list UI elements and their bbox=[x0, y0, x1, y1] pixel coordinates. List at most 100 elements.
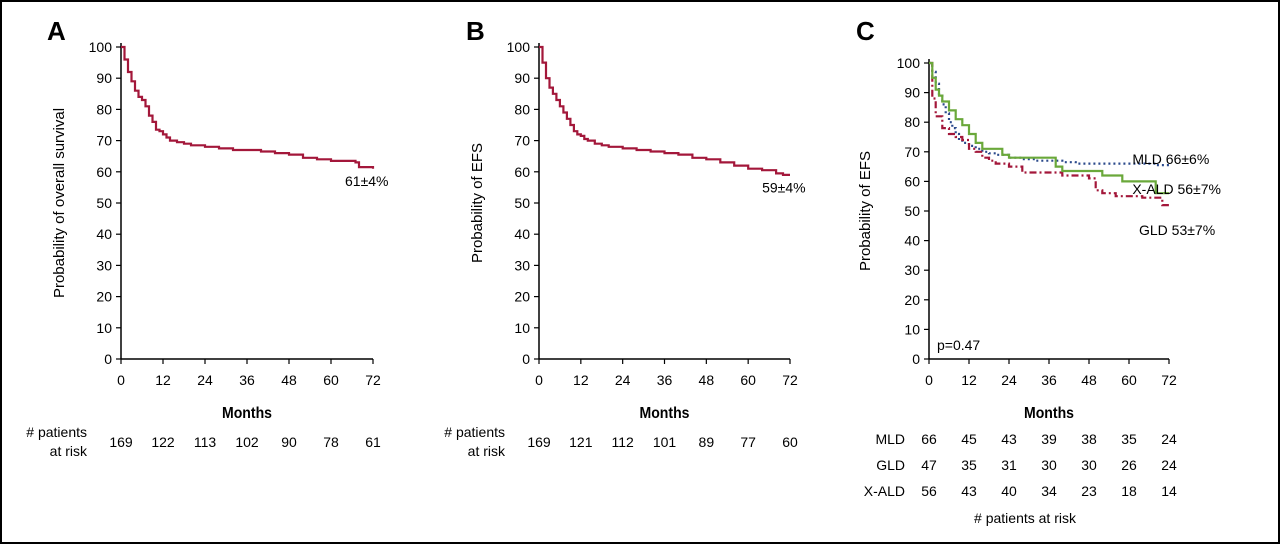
y-tick-label: 30 bbox=[904, 262, 920, 278]
series-line-mld bbox=[929, 61, 1169, 167]
x-tick-label: 0 bbox=[925, 372, 933, 388]
y-axis-label: Probability of EFS bbox=[857, 151, 874, 271]
risk-count: 26 bbox=[1121, 457, 1137, 473]
y-tick-label: 90 bbox=[514, 70, 530, 86]
x-tick-label: 72 bbox=[782, 372, 798, 388]
risk-count: 113 bbox=[194, 434, 217, 450]
risk-count: 47 bbox=[921, 457, 937, 473]
x-axis-label: Months bbox=[640, 405, 690, 422]
x-tick-label: 72 bbox=[1161, 372, 1177, 388]
x-tick-label: 36 bbox=[239, 372, 255, 388]
y-tick-label: 80 bbox=[96, 101, 112, 117]
y-tick-label: 30 bbox=[96, 257, 112, 273]
risk-count: 77 bbox=[740, 434, 756, 450]
y-tick-label: 10 bbox=[514, 320, 530, 336]
x-tick-label: 60 bbox=[740, 372, 756, 388]
y-tick-label: 40 bbox=[514, 226, 530, 242]
y-tick-label: 0 bbox=[522, 351, 530, 367]
y-tick-label: 10 bbox=[904, 321, 920, 337]
risk-count: 169 bbox=[527, 434, 551, 450]
risk-row-label: X-ALD bbox=[864, 483, 905, 499]
risk-table-label: at risk bbox=[50, 443, 88, 459]
risk-table-label: # patients bbox=[26, 424, 87, 440]
y-tick-label: 70 bbox=[514, 133, 530, 149]
risk-table-footer: # patients at risk bbox=[974, 510, 1077, 526]
x-tick-label: 24 bbox=[1001, 372, 1017, 388]
risk-count: 40 bbox=[1001, 483, 1017, 499]
panel-label: A bbox=[47, 16, 66, 46]
y-tick-label: 60 bbox=[514, 164, 530, 180]
risk-count: 169 bbox=[109, 434, 133, 450]
risk-count: 45 bbox=[961, 431, 977, 447]
y-tick-label: 10 bbox=[96, 320, 112, 336]
y-tick-label: 40 bbox=[904, 233, 920, 249]
p-value: p=0.47 bbox=[937, 337, 980, 353]
risk-count: 122 bbox=[151, 434, 175, 450]
x-tick-label: 72 bbox=[365, 372, 381, 388]
y-tick-label: 90 bbox=[904, 85, 920, 101]
x-tick-label: 12 bbox=[573, 372, 589, 388]
series-estimate-label: X-ALD 56±7% bbox=[1132, 181, 1221, 197]
y-tick-label: 70 bbox=[904, 144, 920, 160]
estimate-annotation: 61±4% bbox=[345, 173, 389, 189]
risk-count: 35 bbox=[961, 457, 977, 473]
risk-count: 43 bbox=[1001, 431, 1017, 447]
risk-count: 43 bbox=[961, 483, 977, 499]
y-tick-label: 0 bbox=[104, 351, 112, 367]
series-estimate-label: MLD 66±6% bbox=[1132, 151, 1209, 167]
y-tick-label: 60 bbox=[96, 164, 112, 180]
x-tick-label: 48 bbox=[1081, 372, 1097, 388]
x-tick-label: 24 bbox=[197, 372, 213, 388]
survival-curve bbox=[121, 45, 375, 169]
y-tick-label: 20 bbox=[96, 289, 112, 305]
series-line-xald bbox=[929, 61, 1169, 195]
x-axis-label: Months bbox=[222, 405, 272, 422]
risk-count: 14 bbox=[1161, 483, 1177, 499]
y-tick-label: 100 bbox=[507, 39, 531, 55]
risk-count: 24 bbox=[1161, 457, 1177, 473]
y-tick-label: 100 bbox=[89, 39, 113, 55]
risk-count: 38 bbox=[1081, 431, 1097, 447]
y-tick-label: 60 bbox=[904, 173, 920, 189]
y-tick-label: 50 bbox=[904, 203, 920, 219]
estimate-annotation: 59±4% bbox=[762, 179, 806, 195]
risk-count: 101 bbox=[653, 434, 677, 450]
x-tick-label: 36 bbox=[657, 372, 673, 388]
y-tick-label: 70 bbox=[96, 133, 112, 149]
risk-row-label: MLD bbox=[875, 431, 905, 447]
x-tick-label: 12 bbox=[961, 372, 977, 388]
risk-count: 35 bbox=[1121, 431, 1137, 447]
risk-count: 61 bbox=[365, 434, 381, 450]
y-tick-label: 20 bbox=[904, 292, 920, 308]
x-tick-label: 0 bbox=[535, 372, 543, 388]
chart-panel-a: A 0 10 20 30 40 50 60 70 80 90 100 0 12 24 36 48 60 72 Mont… bbox=[26, 16, 388, 459]
y-tick-label: 0 bbox=[912, 351, 920, 367]
risk-count: 24 bbox=[1161, 431, 1177, 447]
x-tick-label: 0 bbox=[117, 372, 125, 388]
y-axis-label: Probability of EFS bbox=[469, 143, 486, 263]
x-tick-label: 48 bbox=[699, 372, 715, 388]
risk-count: 112 bbox=[612, 434, 635, 450]
chart-panel-c: C 0 10 20 30 40 50 60 70 80 90 100 0 12 24 36 48 60 72 Mont… bbox=[856, 16, 1221, 526]
risk-count: 89 bbox=[699, 434, 715, 450]
risk-table-label: # patients bbox=[444, 424, 505, 440]
chart-panel-b: B 0 10 20 30 40 50 60 70 80 90 100 0 12 24 36 48 60 72 Mont… bbox=[444, 16, 805, 459]
risk-count: 39 bbox=[1041, 431, 1057, 447]
x-tick-label: 12 bbox=[155, 372, 171, 388]
risk-count: 30 bbox=[1081, 457, 1097, 473]
survival-curve bbox=[539, 45, 790, 176]
y-tick-label: 50 bbox=[514, 195, 530, 211]
risk-count: 18 bbox=[1121, 483, 1137, 499]
y-tick-label: 80 bbox=[904, 114, 920, 130]
risk-count: 121 bbox=[569, 434, 593, 450]
risk-table-label: at risk bbox=[468, 443, 506, 459]
x-tick-label: 48 bbox=[281, 372, 297, 388]
x-tick-label: 60 bbox=[1121, 372, 1137, 388]
y-tick-label: 80 bbox=[514, 101, 530, 117]
x-axis-label: Months bbox=[1024, 405, 1074, 422]
y-tick-label: 40 bbox=[96, 226, 112, 242]
risk-count: 90 bbox=[281, 434, 297, 450]
risk-count: 56 bbox=[921, 483, 937, 499]
